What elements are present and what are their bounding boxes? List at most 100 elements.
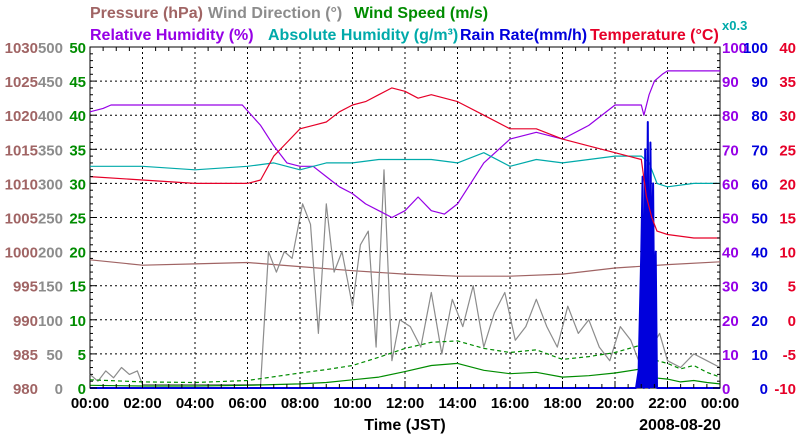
y-tick-label-wind_dir: 300 [38,176,63,193]
series-line-4 [89,70,720,219]
y-tick-label-rain: 60 [751,176,768,193]
x-tick-label: 14:00 [438,395,476,412]
y-tick-label-rh: 10 [722,347,739,364]
y-tick-label-wind_speed: 20 [69,245,86,262]
y-tick-label-wind_dir: 200 [38,245,63,262]
y-tick-label-temp: 5 [788,279,796,296]
y-tick-label-wind_speed: 25 [69,211,86,228]
y-tick-label-rh: 40 [722,245,739,262]
x-axis-label: Time (JST) [364,417,446,434]
y-tick-label-wind_speed: 15 [69,279,86,296]
y-tick-label-rh: 60 [722,176,739,193]
y-tick-label-temp: 25 [779,142,796,159]
legend-rain-rate: Rain Rate(mm/h) [460,27,587,44]
axes-layer: 00:00 02:00 04:00 06:00 08:00 10:00 12:00 14:00… [5,40,796,412]
y-tick-label-rain: 70 [751,142,768,159]
y-tick-label-pressure: 980 [13,381,38,398]
y-tick-label-wind_dir: 50 [46,347,63,364]
y-tick-label-wind_speed: 0 [78,381,86,398]
y-tick-label-rain: 40 [751,245,768,262]
y-tick-label-wind_dir: 100 [38,313,63,330]
x-tick-label: 16:00 [491,395,529,412]
y-tick-label-wind_speed: 30 [69,176,86,193]
y-tick-label-temp: 10 [779,245,796,262]
y-tick-label-pressure: 990 [13,313,38,330]
y-tick-label-pressure: 1025 [5,74,38,91]
y-tick-label-pressure: 1020 [5,108,38,125]
y-tick-label-pressure: 985 [13,347,38,364]
absolute-humidity-scale-label: x0.3 [722,18,747,33]
y-tick-label-wind_speed: 40 [69,108,86,125]
y-tick-label-rain: 10 [751,347,768,364]
legend-pressure: Pressure (hPa) [90,5,203,22]
y-tick-label-rain: 0 [760,381,768,398]
y-tick-label-temp: 0 [788,313,796,330]
series-line-3 [89,340,721,384]
y-tick-label-wind_dir: 250 [38,211,63,228]
y-tick-label-temp: 15 [779,211,796,228]
x-tick-label: 00:00 [71,395,109,412]
y-tick-label-rain: 30 [751,279,768,296]
y-tick-label-wind_dir: 0 [55,381,63,398]
x-tick-label: 20:00 [596,395,634,412]
y-tick-label-temp: 20 [779,176,796,193]
y-tick-label-pressure: 1000 [5,245,38,262]
y-tick-label-wind_dir: 150 [38,279,63,296]
y-tick-label-wind_dir: 350 [38,142,63,159]
series-line-0 [89,259,721,277]
y-tick-label-rain: 50 [751,211,768,228]
y-tick-label-pressure: 995 [13,279,38,296]
legend-absolute-humidity: Absolute Humidity (g/m³) [268,27,458,44]
legend-wind-speed: Wind Speed (m/s) [354,5,488,22]
grid [90,47,720,388]
x-tick-label: 06:00 [228,395,266,412]
y-tick-label-wind_speed: 10 [69,313,86,330]
y-tick-label-pressure: 1030 [5,40,38,57]
y-tick-label-temp: 40 [779,40,796,57]
y-tick-label-temp: 30 [779,108,796,125]
y-tick-label-rain: 100 [743,40,768,57]
legend-temperature: Temperature (°C) [590,27,719,44]
x-tick-label: 18:00 [543,395,581,412]
x-tick-label: 22:00 [648,395,686,412]
series-line-6 [90,121,720,389]
series-line-1 [89,169,721,386]
x-tick-label: 08:00 [281,395,319,412]
y-tick-label-rh: 70 [722,142,739,159]
y-tick-label-temp: 35 [779,74,796,91]
y-tick-label-rh: 20 [722,313,739,330]
date-label: 2008-08-20 [639,417,721,434]
legend-relative-humidity: Relative Humidity (%) [90,27,254,44]
y-tick-label-pressure: 1015 [5,142,38,159]
legend-wind-direction: Wind Direction (°) [208,5,342,22]
y-tick-label-rain: 20 [751,313,768,330]
y-tick-label-temp: -5 [783,347,796,364]
y-tick-label-wind_dir: 500 [38,40,63,57]
y-tick-label-rh: 80 [722,108,739,125]
series-line-2 [89,362,721,387]
y-tick-label-rh: 100 [722,40,747,57]
y-tick-label-rain: 90 [751,74,768,91]
y-tick-label-wind_speed: 45 [69,74,86,91]
y-tick-label-wind_speed: 50 [69,40,86,57]
y-tick-label-wind_dir: 400 [38,108,63,125]
y-tick-label-rh: 50 [722,211,739,228]
x-tick-label: 00:00 [701,395,739,412]
y-tick-label-pressure: 1010 [5,176,38,193]
x-tick-label: 02:00 [123,395,161,412]
y-tick-label-rh: 0 [722,381,730,398]
y-tick-label-temp: -10 [774,381,796,398]
y-tick-label-wind_speed: 35 [69,142,86,159]
y-tick-label-pressure: 1005 [5,211,38,228]
series-layer [89,70,721,389]
y-tick-label-wind_dir: 450 [38,74,63,91]
y-tick-label-rain: 80 [751,108,768,125]
x-tick-label: 12:00 [386,395,424,412]
y-tick-label-rh: 30 [722,279,739,296]
y-tick-label-rh: 90 [722,74,739,91]
legend: Pressure (hPa) Wind Direction (°) Wind S… [90,5,747,44]
series-line-7 [89,87,720,239]
y-tick-label-wind_speed: 5 [78,347,86,364]
x-tick-label: 04:00 [176,395,214,412]
